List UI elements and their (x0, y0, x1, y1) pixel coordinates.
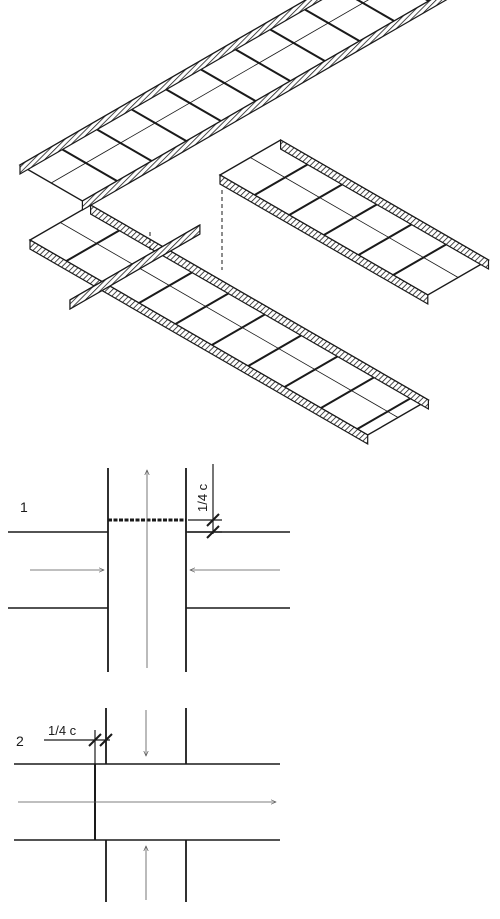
plan-2-dimension-label: 1/4 c (48, 723, 77, 738)
plan-1-dimension-label: 1/4 c (195, 483, 210, 512)
tray-crossing-icon (20, 0, 489, 444)
plan-2-number: 2 (16, 733, 24, 749)
plan-view-1: 1 1/4 c (8, 464, 290, 672)
tray-crossing-iso-view (20, 0, 489, 444)
plan-1-number: 1 (20, 499, 28, 515)
plan-view-2: 2 1/4 c (14, 708, 280, 902)
